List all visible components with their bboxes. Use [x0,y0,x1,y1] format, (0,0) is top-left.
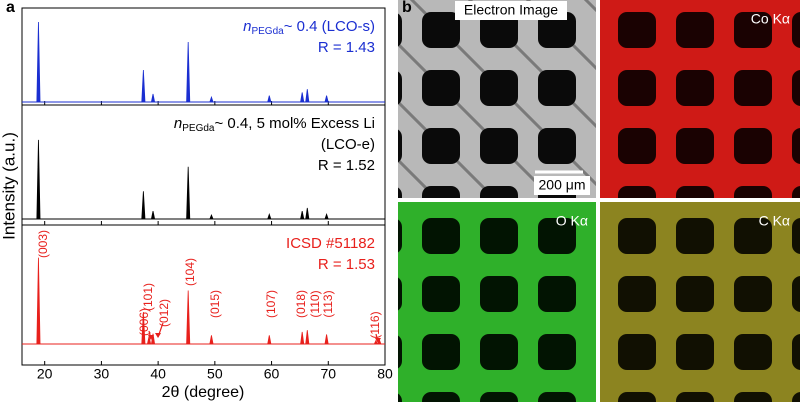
peak [305,207,310,220]
peak [141,69,146,103]
r-factor: R = 1.43 [318,39,375,56]
label-var: n [243,18,251,35]
label-var: n [174,115,182,132]
series-label: ICSD #51182 [286,235,375,252]
arrow-head [148,335,154,340]
peak [209,335,214,345]
map-label: Electron Image [464,2,558,18]
peak [300,331,305,345]
map-label: O Kα [556,213,588,229]
plot-frame [21,7,386,366]
peak [300,92,305,103]
peak [186,41,191,103]
peak-label: (015) [208,290,222,318]
label-sub: PEGda [182,123,215,134]
peak [186,290,191,345]
peak [300,211,305,220]
r-factor: R = 1.53 [318,256,375,273]
peak-label: (101) [141,283,155,311]
peak-label: (012) [157,299,171,327]
x-tick-label: 20 [37,366,53,382]
scale-label: 200 μm [539,177,586,193]
x-tick-label: 60 [264,366,280,382]
scale-box [534,176,590,195]
co-map [600,0,800,198]
peak-label: (104) [183,258,197,286]
series-label: nPEGda~ 0.4, 5 mol% Excess Li [174,115,375,134]
peak [151,333,156,345]
peak-label: (107) [264,290,278,318]
peak [186,166,191,220]
peak [36,139,41,220]
peak [141,312,146,345]
peak-label: (018) [294,290,308,318]
arrow-head [375,338,381,343]
peak [373,339,378,345]
map-label: Co Kα [751,11,790,27]
panel-label: a [6,0,15,16]
peak [209,213,214,220]
x-tick-label: 80 [377,366,393,382]
arrow-head [155,333,161,338]
x-tick-label: 30 [94,366,110,382]
map-label: C Kα [759,213,790,229]
peak [324,213,329,220]
x-tick-label: 50 [207,366,223,382]
y-axis-label: Intensity (a.u.) [0,132,18,240]
label-rest: ~ 0.4, 5 mol% Excess Li [215,115,376,132]
peak [151,211,156,220]
x-tick-label: 70 [320,366,336,382]
peak [305,330,310,345]
peak [36,21,41,103]
label-sub: PEGda [251,26,284,37]
peak [267,213,272,220]
peak [267,95,272,103]
label-rest: ~ 0.4 (LCO-s) [284,18,375,35]
electron-map [398,0,596,198]
x-tick-label: 40 [150,366,166,382]
peak-label: (003) [36,230,50,258]
peak [141,191,146,220]
r-factor: R = 1.52 [318,157,375,174]
peak-label: (116) [368,311,382,338]
label-box [455,1,567,20]
peak [324,95,329,103]
peak-label: (110) [308,290,322,317]
peak [209,95,214,103]
peak-label: (113) [321,290,335,317]
series-label: (LCO-e) [321,136,375,153]
peak-label: (006) [137,308,151,336]
peak [151,93,156,103]
x-axis-label: 2θ (degree) [162,384,245,401]
label-rest: ICSD #51182 [286,235,375,252]
peak [267,335,272,345]
series-label: nPEGda~ 0.4 (LCO-s) [243,18,375,37]
peak [324,334,329,345]
peak [36,257,41,345]
panel-label: b [402,0,412,16]
c-map [600,202,800,402]
peak [305,89,310,103]
o-map [398,202,596,402]
